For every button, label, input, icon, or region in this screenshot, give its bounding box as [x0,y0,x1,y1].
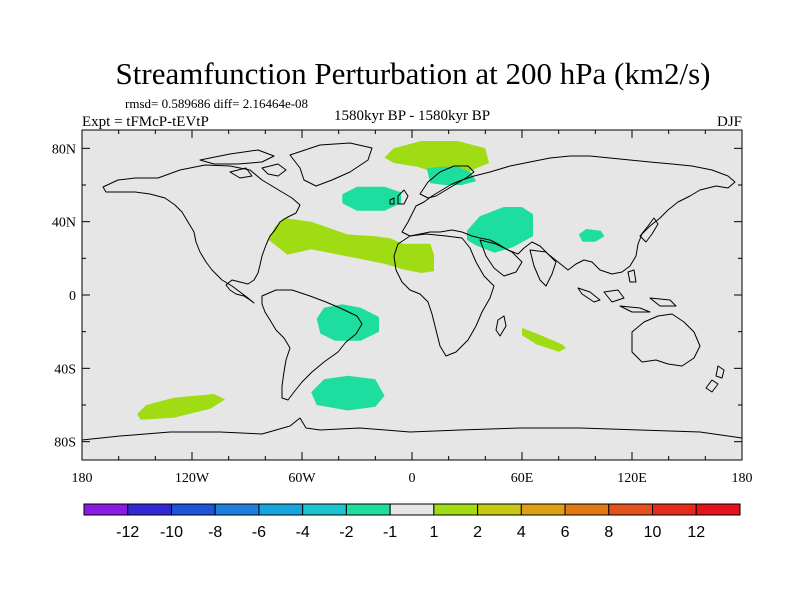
colorbar-label: -1 [383,524,397,541]
coast-india [529,249,557,287]
region-southern-atlantic [311,375,385,411]
colorbar-label: 1 [429,524,438,541]
y-axis: 80N 40N 0 40S 80S [52,142,742,451]
coast-eurasia [401,155,736,275]
colorbar-swatch [214,503,260,516]
colorbar-swatch [477,503,522,516]
coast-greenland [289,142,373,187]
coast-north-america [102,164,301,304]
x-tick-label: 60E [511,471,534,486]
colorbar-swatch [127,503,172,516]
colorbar-swatch [345,503,391,516]
x-tick-label: 120W [175,471,210,486]
coastlines [81,142,743,441]
colorbar-swatch [520,503,566,516]
region-indian-ocean [522,328,566,352]
colorbar-swatch [389,503,435,516]
coast-japan [639,217,659,243]
map-plot-area: 180 120W 60W 0 60E 120E 180 80N 40N 0 40S 80S [52,129,753,486]
coast-africa [393,233,495,357]
colorbar-label: 6 [561,524,570,541]
colorbar-swatch [258,503,304,516]
colorbar-label: 10 [644,524,662,541]
coast-arabia [479,239,523,277]
coast-madagascar [495,315,507,337]
left-label: Expt = tFMcP-tEVtP [82,114,209,130]
x-tick-label: 120E [617,471,647,486]
region-scandinavia-green [426,166,477,185]
coast-arctic-islands [199,149,287,179]
chart-title: Streamfunction Perturbation at 200 hPa (… [116,56,711,91]
colorbar-swatch [652,503,697,516]
colorbar-label: 2 [473,524,482,541]
colorbar-swatch [564,503,610,516]
x-tick-label: 180 [732,471,753,486]
region-north-atlantic [342,186,401,211]
y-tick-label: 40S [54,362,76,377]
coast-scandinavia [419,165,475,199]
y-tick-label: 40N [52,216,76,231]
colorbar-label: -8 [208,524,222,541]
region-atlantic-band [269,218,434,273]
x-tick-label: 180 [72,471,93,486]
anomaly-regions [137,141,605,420]
colorbar-label: -12 [116,524,139,541]
coast-british-isles [389,189,409,205]
colorbar-swatch [302,503,347,516]
colorbar-swatch [608,503,654,516]
coast-south-america [261,289,363,401]
colorbar-label: 12 [687,524,705,541]
colorbar-label: 4 [517,524,526,541]
coast-antarctica [81,417,743,441]
colorbar-label: -10 [160,524,183,541]
coast-new-zealand [705,365,725,393]
y-tick-label: 0 [69,289,76,304]
y-tick-label: 80S [54,436,76,451]
x-axis: 180 120W 60W 0 60E 120E 180 [72,130,753,486]
y-tick-label: 80N [52,142,76,157]
colorbar-swatch [433,503,479,516]
colorbar-label: -4 [296,524,310,541]
colorbar-swatch [83,503,129,516]
colorbar-label: 8 [604,524,613,541]
stats-text: rmsd= 0.589686 diff= 2.16464e-08 [125,96,308,111]
x-tick-label: 60W [288,471,316,486]
colorbar: -12 -10 -8 -6 -4 -2 -1 1 2 4 6 8 10 12 [83,503,741,541]
region-south-atlantic-trop [316,304,379,341]
center-label: 1580kyr BP - 1580kyr BP [334,108,490,124]
region-south-pacific [137,394,225,420]
colorbar-swatch [695,503,741,516]
coast-indonesia [577,269,677,313]
right-label: DJF [717,114,742,130]
coast-australia [631,313,701,367]
colorbar-swatch [170,503,216,516]
colorbar-label: -2 [339,524,353,541]
x-tick-label: 0 [409,471,416,486]
colorbar-label: -6 [252,524,266,541]
region-east-asia [578,229,605,242]
